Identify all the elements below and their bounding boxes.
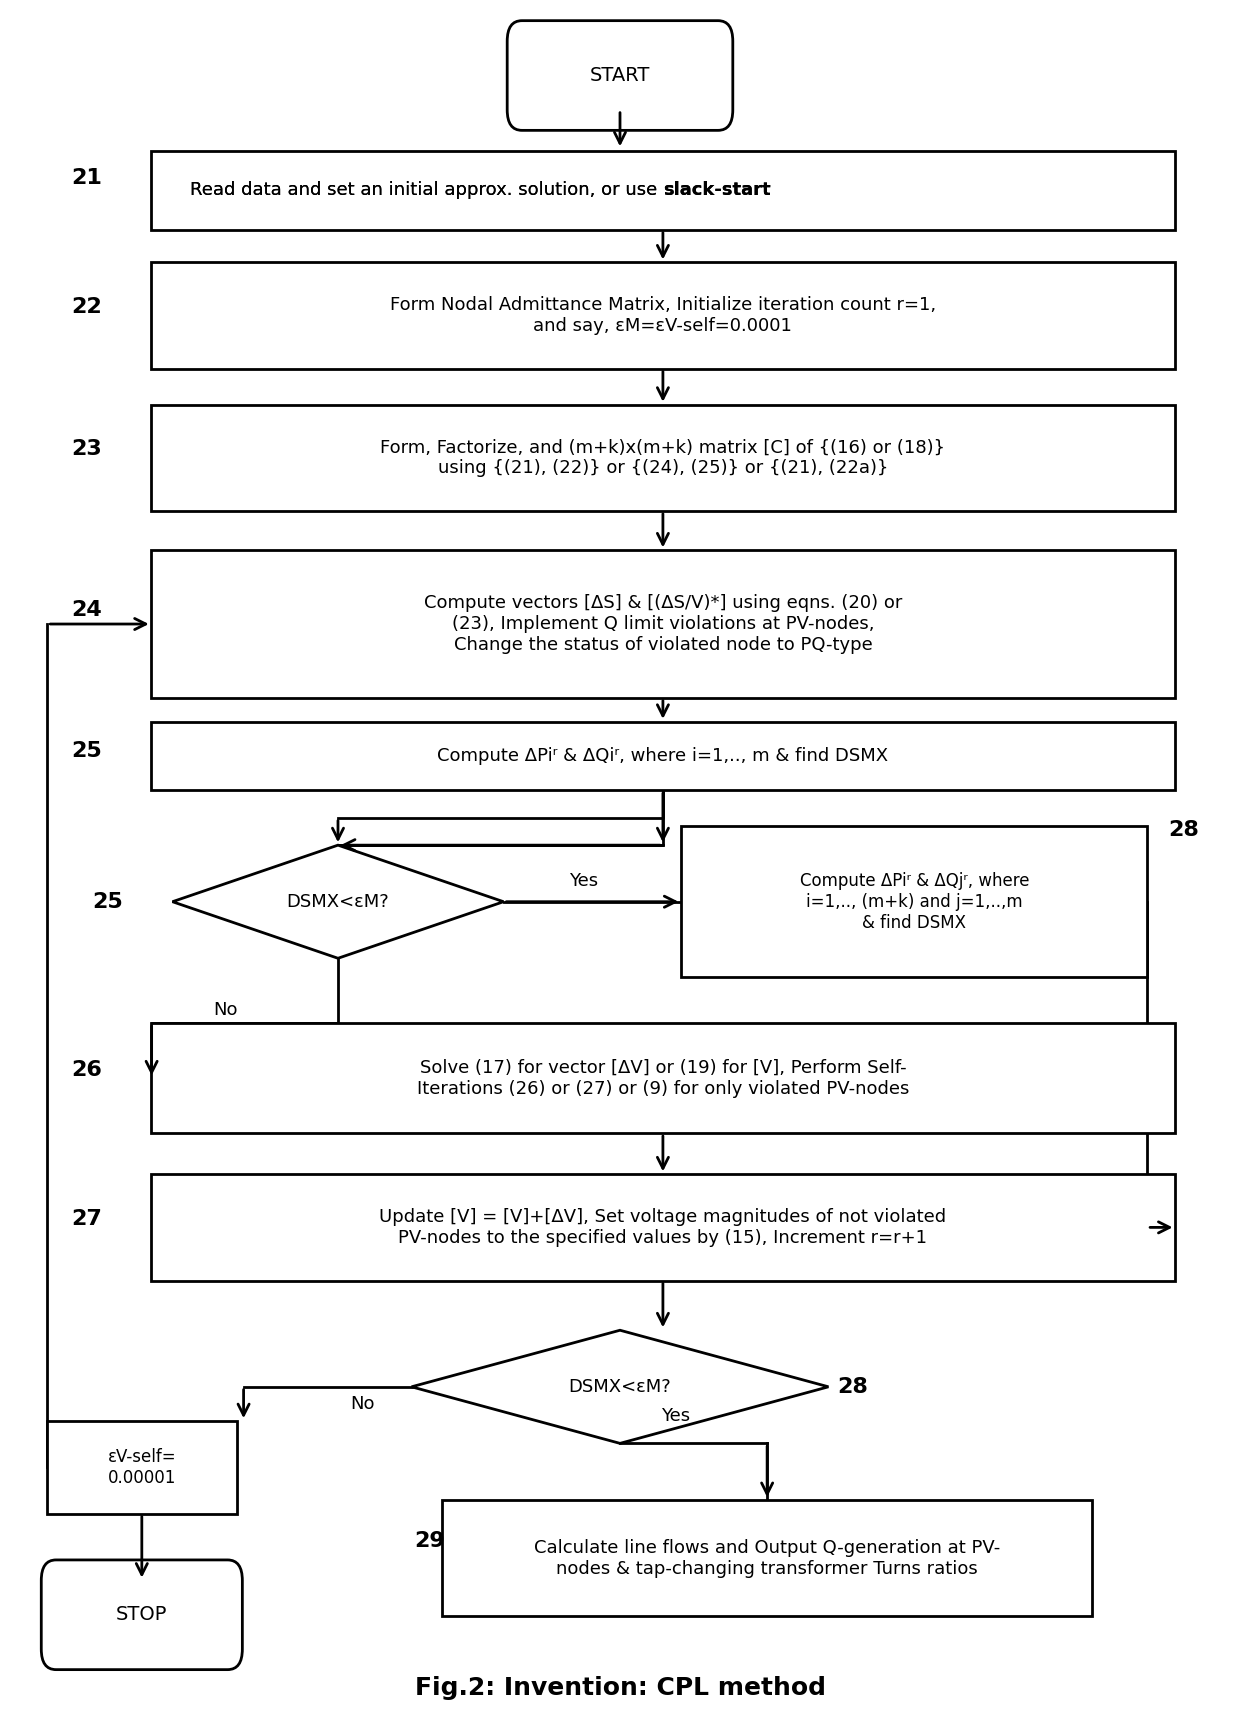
Text: Yes: Yes: [569, 871, 598, 890]
FancyBboxPatch shape: [507, 21, 733, 130]
Bar: [151, 150, 1174, 230]
Text: Compute ΔPiʳ & ΔQiʳ, where i=1,.., m & find DSMX: Compute ΔPiʳ & ΔQiʳ, where i=1,.., m & f…: [438, 746, 889, 766]
Bar: [681, 826, 1147, 976]
Bar: [151, 722, 1174, 790]
Text: Form Nodal Admittance Matrix, Initialize iteration count r=1,
and say, εM=εV-sel: Form Nodal Admittance Matrix, Initialize…: [389, 295, 936, 335]
Text: 28: 28: [837, 1377, 868, 1396]
Text: 25: 25: [92, 892, 123, 912]
Bar: [47, 1420, 237, 1514]
Text: 24: 24: [71, 600, 102, 620]
Text: Yes: Yes: [661, 1407, 689, 1426]
Bar: [151, 263, 1174, 368]
Text: Read data and set an initial approx. solution, or use slack-start: Read data and set an initial approx. sol…: [379, 181, 946, 199]
Text: Read data and set an initial approx. solution, or use: Read data and set an initial approx. sol…: [190, 181, 663, 199]
Text: Compute ΔPiʳ & ΔQjʳ, where
i=1,.., (m+k) and j=1,..,m
& find DSMX: Compute ΔPiʳ & ΔQjʳ, where i=1,.., (m+k)…: [800, 873, 1029, 931]
Polygon shape: [412, 1331, 828, 1443]
Text: START: START: [590, 66, 650, 85]
Text: 28: 28: [1168, 819, 1199, 840]
Text: 22: 22: [71, 297, 102, 316]
Bar: [151, 404, 1174, 511]
Text: 27: 27: [71, 1210, 102, 1229]
Polygon shape: [172, 845, 503, 959]
Text: 21: 21: [71, 168, 102, 188]
Bar: [154, 154, 1172, 226]
Text: DSMX<εM?: DSMX<εM?: [569, 1377, 671, 1396]
Text: Form, Factorize, and (m+k)x(m+k) matrix [C] of {(16) or (18)}
using {(21), (22)}: Form, Factorize, and (m+k)x(m+k) matrix …: [381, 439, 945, 477]
Bar: [151, 1175, 1174, 1280]
Text: DSMX<εM?: DSMX<εM?: [286, 893, 389, 911]
Text: Update [V] = [V]+[ΔV], Set voltage magnitudes of not violated
PV-nodes to the sp: Update [V] = [V]+[ΔV], Set voltage magni…: [379, 1208, 946, 1248]
Text: STOP: STOP: [117, 1605, 167, 1624]
Text: Compute vectors [ΔS] & [(ΔS/V)*] using eqns. (20) or
(23), Implement Q limit vio: Compute vectors [ΔS] & [(ΔS/V)*] using e…: [424, 594, 903, 653]
Text: Read data and set an initial approx. solution, or use: Read data and set an initial approx. sol…: [190, 181, 663, 199]
Text: slack-start: slack-start: [663, 181, 770, 199]
Text: εV-self=
0.00001: εV-self= 0.00001: [108, 1448, 176, 1486]
Text: slack-start: slack-start: [663, 181, 770, 199]
Text: No: No: [350, 1394, 374, 1414]
Text: Calculate line flows and Output Q-generation at PV-
nodes & tap-changing transfo: Calculate line flows and Output Q-genera…: [534, 1540, 1001, 1578]
Text: 26: 26: [71, 1059, 102, 1080]
Text: 23: 23: [71, 439, 102, 460]
FancyBboxPatch shape: [41, 1560, 242, 1669]
Bar: [151, 550, 1174, 698]
Text: 25: 25: [71, 741, 102, 760]
Text: Fig.2: Invention: CPL method: Fig.2: Invention: CPL method: [414, 1676, 826, 1700]
Text: No: No: [213, 1001, 237, 1020]
Bar: [443, 1500, 1092, 1616]
Text: 29: 29: [414, 1531, 445, 1552]
Text: Read data and set an initial approx. solution, or use: Read data and set an initial approx. sol…: [190, 181, 663, 199]
Bar: [151, 1023, 1174, 1134]
Text: Solve (17) for vector [ΔV] or (19) for [V], Perform Self-
Iterations (26) or (27: Solve (17) for vector [ΔV] or (19) for […: [417, 1059, 909, 1097]
